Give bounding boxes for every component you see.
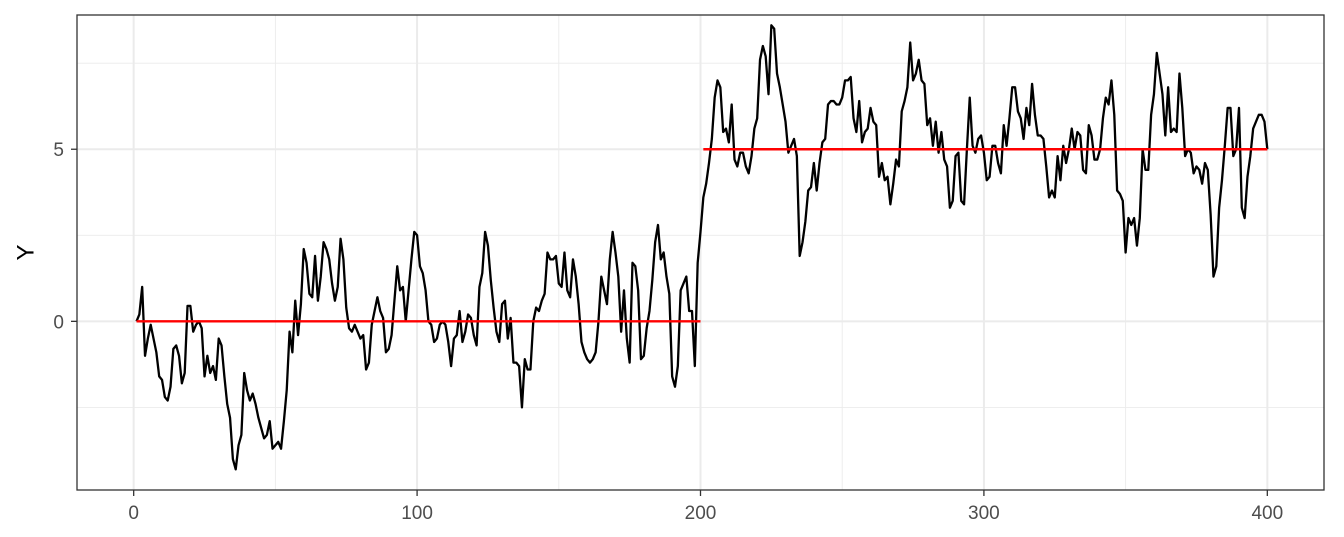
x-tick-label: 0 xyxy=(128,503,139,524)
y-axis-title: Y xyxy=(13,244,40,260)
x-axis: 0 100 200 300 400 xyxy=(128,490,1283,524)
y-axis: 05 xyxy=(53,140,77,333)
x-tick-label: 400 xyxy=(1251,503,1283,524)
x-tick-label: 100 xyxy=(401,503,433,524)
y-tick-label: 0 xyxy=(53,312,64,333)
x-tick-label: 300 xyxy=(968,503,1000,524)
series-line xyxy=(135,24,1269,471)
data-series xyxy=(135,24,1269,471)
y-tick-label: 5 xyxy=(53,140,64,161)
x-tick-label: 200 xyxy=(685,503,717,524)
mean-segments xyxy=(136,148,1268,323)
